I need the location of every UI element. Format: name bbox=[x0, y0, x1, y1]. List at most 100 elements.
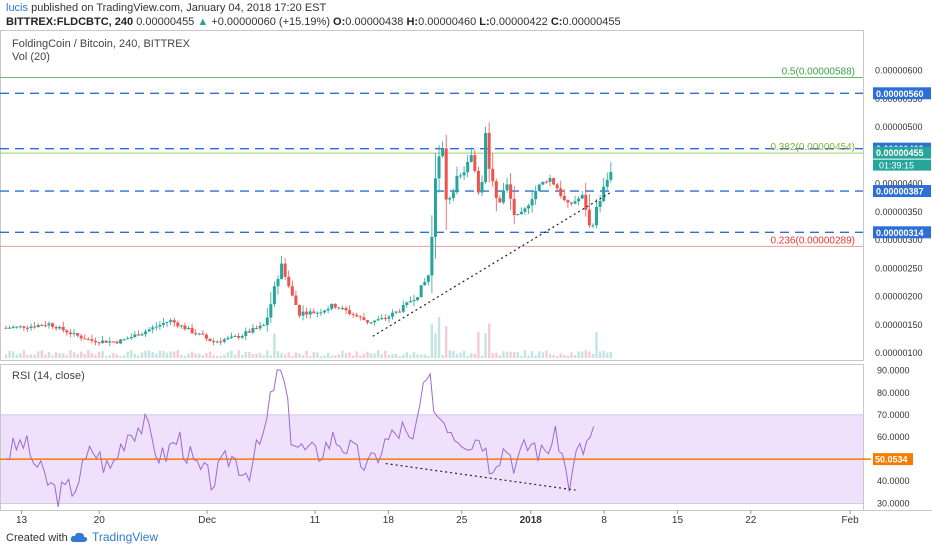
volume-bar bbox=[180, 354, 183, 358]
up-arrow-icon: ▲ bbox=[197, 16, 209, 28]
candle-body bbox=[355, 314, 359, 317]
volume-bar bbox=[437, 317, 441, 358]
volume-bar bbox=[337, 354, 341, 358]
time-tick-label: 15 bbox=[672, 515, 684, 526]
rsi-tick-label: 40.0000 bbox=[877, 476, 910, 486]
volume-bar bbox=[205, 352, 208, 358]
candle-body bbox=[569, 202, 573, 204]
rsi-tick-label: 60.0000 bbox=[877, 432, 910, 442]
candle-body bbox=[365, 320, 369, 323]
publish-line: lucis published on TradingView.com, Janu… bbox=[6, 2, 326, 14]
volume-bar bbox=[244, 351, 247, 358]
close-label: C: bbox=[550, 16, 563, 28]
candle-body bbox=[222, 339, 226, 342]
volume-bar bbox=[11, 351, 15, 358]
last-price-badge bbox=[873, 146, 931, 159]
price-tick-label: 0.00000350 bbox=[875, 207, 923, 217]
volume-bar bbox=[248, 351, 251, 358]
candle-body bbox=[387, 316, 391, 319]
candle-body bbox=[552, 178, 556, 185]
volume-bar bbox=[405, 352, 409, 358]
candle-body bbox=[369, 322, 373, 324]
candle-body bbox=[473, 155, 477, 171]
volume-bar bbox=[330, 355, 333, 358]
volume-bar bbox=[459, 352, 462, 358]
time-tick-label: 13 bbox=[16, 515, 28, 526]
candle-body bbox=[534, 190, 538, 200]
candle-body bbox=[555, 184, 559, 189]
candle-body bbox=[76, 333, 80, 336]
volume-bar bbox=[477, 331, 480, 358]
candle-body bbox=[437, 156, 441, 179]
volume-bar bbox=[269, 355, 273, 358]
rsi-tick-label: 90.0000 bbox=[877, 366, 910, 376]
candle-body bbox=[172, 320, 176, 323]
volume-bar bbox=[566, 355, 570, 358]
rsi-tick-label: 70.0000 bbox=[877, 410, 910, 420]
volume-bar bbox=[588, 351, 591, 358]
candle-body bbox=[519, 211, 523, 215]
volume-bar bbox=[606, 352, 609, 358]
candle-body bbox=[40, 325, 44, 327]
volume-bar bbox=[570, 352, 573, 358]
volume-bar bbox=[137, 355, 140, 358]
volume-bar bbox=[162, 351, 165, 358]
volume-bar bbox=[294, 352, 298, 358]
volume-bar bbox=[258, 352, 262, 358]
candle-body bbox=[79, 335, 83, 339]
volume-bar bbox=[423, 354, 426, 358]
volume-bar bbox=[194, 353, 197, 358]
candle-body bbox=[215, 341, 219, 343]
candle-body bbox=[426, 275, 430, 282]
rsi-line bbox=[5, 369, 595, 508]
fib-level-label: 0.382(0.00000454) bbox=[770, 142, 855, 153]
candle-body bbox=[22, 326, 26, 328]
candle-body bbox=[566, 200, 570, 203]
volume-bar bbox=[541, 352, 545, 358]
candle-body bbox=[133, 334, 137, 337]
candle-body bbox=[201, 333, 205, 335]
candle-body bbox=[90, 339, 94, 341]
candle-body bbox=[516, 214, 520, 216]
volume-bar bbox=[427, 355, 430, 358]
candle-body bbox=[265, 317, 269, 326]
volume-bar bbox=[348, 352, 351, 358]
candle-body bbox=[423, 281, 427, 286]
candle-body bbox=[237, 336, 241, 338]
candle-body bbox=[72, 333, 76, 335]
volume-bar bbox=[530, 351, 534, 358]
volume-bar bbox=[387, 354, 391, 358]
volume-bar bbox=[309, 355, 312, 358]
volume-bar bbox=[305, 350, 308, 358]
volume-bar bbox=[130, 350, 133, 358]
volume-bar bbox=[362, 353, 366, 358]
candle-body bbox=[373, 320, 377, 323]
candle-body bbox=[544, 181, 548, 183]
volume-bar bbox=[591, 353, 595, 358]
candle-body bbox=[251, 327, 255, 333]
candle-body bbox=[176, 322, 180, 327]
volume-bar bbox=[473, 353, 477, 358]
candle-body bbox=[165, 321, 169, 324]
candle-body bbox=[276, 279, 280, 287]
volume-bar bbox=[351, 355, 355, 358]
author-link[interactable]: lucis bbox=[6, 2, 29, 14]
volume-bar bbox=[498, 355, 502, 358]
volume-bar bbox=[122, 355, 126, 358]
volume-bar bbox=[169, 351, 172, 358]
volume-bar bbox=[266, 350, 269, 358]
candle-body bbox=[8, 327, 12, 329]
candle-body bbox=[208, 338, 212, 342]
candle-body bbox=[247, 331, 251, 333]
volume-bar bbox=[301, 354, 305, 358]
candle-body bbox=[444, 148, 448, 200]
volume-bar bbox=[105, 355, 108, 358]
price-chart[interactable]: 0.000006000.000005500.000005000.00000450… bbox=[0, 30, 932, 526]
volume-bar bbox=[602, 350, 605, 358]
price-level-label: 0.00000387 bbox=[876, 187, 924, 197]
volume-bar bbox=[151, 351, 154, 358]
volume-bar bbox=[323, 355, 326, 358]
candle-body bbox=[158, 324, 162, 327]
tradingview-brand[interactable]: TradingView bbox=[70, 530, 158, 544]
candle-body bbox=[430, 236, 434, 276]
